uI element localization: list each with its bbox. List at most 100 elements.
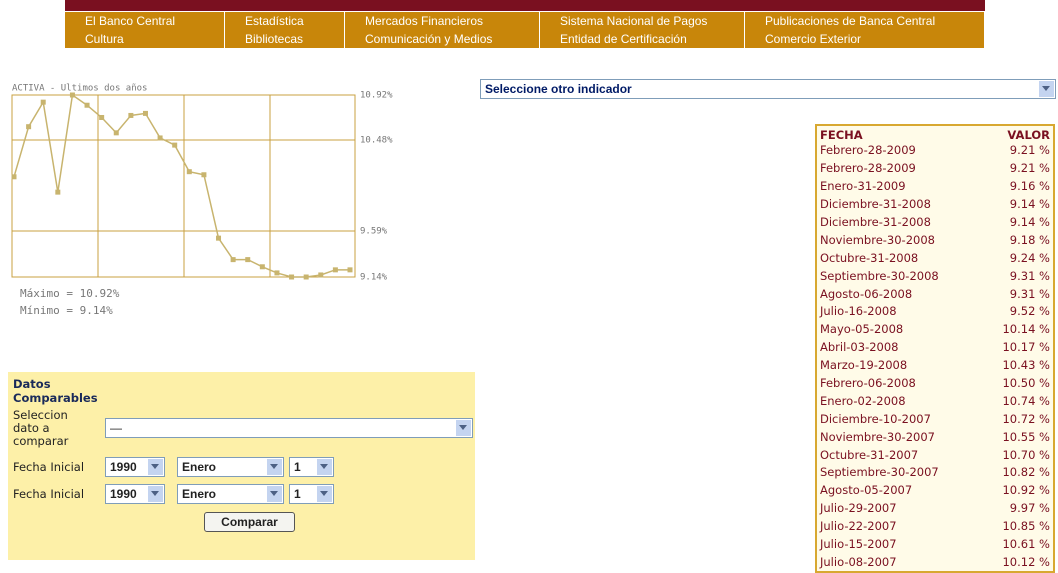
value-cell: 9.24 % xyxy=(1009,250,1050,265)
annotation: Mínimo = 9.14% xyxy=(20,304,113,317)
table-row: Abril-03-2008 10.17 % xyxy=(816,339,1054,357)
series-line xyxy=(13,93,350,278)
select-text: 1990 xyxy=(110,487,137,501)
point xyxy=(259,264,265,270)
menu-item[interactable]: Cultura xyxy=(65,30,225,48)
year-select[interactable]: 1990 xyxy=(105,457,165,477)
table-row: Julio-22-2007 10.85 % xyxy=(816,518,1054,536)
date-label: Fecha Inicial xyxy=(13,460,85,474)
point xyxy=(274,270,280,276)
table-row: Noviembre-30-2007 10.55 % xyxy=(816,428,1054,446)
point xyxy=(332,267,338,273)
header-cell: VALOR xyxy=(1007,128,1050,142)
menu-item[interactable]: Publicaciones de Banca Central xyxy=(745,12,985,30)
table-row: Enero-31-2009 9.16 % xyxy=(816,178,1054,196)
menu-item[interactable]: El Banco Central xyxy=(65,12,225,30)
value-cell: 9.97 % xyxy=(1009,501,1050,516)
value-cell: 10.17 % xyxy=(1002,340,1050,355)
month-select[interactable]: Enero xyxy=(177,457,284,477)
point xyxy=(69,92,75,98)
date-cell: Marzo-19-2008 xyxy=(820,358,908,373)
menu-item[interactable]: Sistema Nacional de Pagos xyxy=(540,12,745,30)
value-cell: 9.14 % xyxy=(1009,215,1050,229)
table-row: Febrero-06-2008 10.50 % xyxy=(816,375,1054,393)
menu-item[interactable]: Entidad de Certificación xyxy=(540,30,745,48)
menu-item[interactable]: Comercio Exterior xyxy=(745,30,985,48)
date-cell: Julio-16-2008 xyxy=(820,304,897,319)
value-cell: 10.92 % xyxy=(1002,483,1050,498)
arrow xyxy=(270,464,278,469)
compare-select[interactable]: — xyxy=(105,418,473,438)
y-tick-label: 10.92% xyxy=(360,91,393,101)
table-row: Julio-16-2008 9.52 % xyxy=(816,303,1054,321)
form-title: Datos Comparables xyxy=(13,377,98,405)
menu-item[interactable]: Bibliotecas xyxy=(225,30,345,48)
table-row: Febrero-28-2009 9.21 % xyxy=(816,142,1054,160)
y-tick-label: 9.59% xyxy=(360,226,388,236)
table-row: Mayo-05-2008 10.14 % xyxy=(816,321,1054,339)
table-row: Diciembre-10-2007 10.72 % xyxy=(816,410,1054,428)
top-bar xyxy=(65,0,985,11)
table-row: Septiembre-30-2007 10.82 % xyxy=(816,464,1054,482)
point xyxy=(245,257,251,263)
point xyxy=(186,169,192,175)
select-text: — xyxy=(110,421,122,435)
day-select[interactable]: 1 xyxy=(289,484,334,504)
date-cell: Noviembre-30-2007 xyxy=(820,429,935,444)
value-cell: 10.43 % xyxy=(1002,358,1050,373)
table-row: Agosto-05-2007 10.92 % xyxy=(816,482,1054,500)
point xyxy=(216,235,222,241)
table-row: Febrero-28-2009 9.21 % xyxy=(816,160,1054,178)
table-row: Diciembre-31-2008 9.14 % xyxy=(816,214,1054,232)
select-text: Seleccione otro indicador xyxy=(485,82,632,96)
point xyxy=(172,142,178,148)
header-row: FECHA VALOR xyxy=(816,125,1054,142)
value-cell: 10.55 % xyxy=(1002,429,1050,444)
date-cell: Febrero-28-2009 xyxy=(820,143,916,158)
date-cell: Enero-02-2008 xyxy=(820,393,906,408)
date-cell: Julio-15-2007 xyxy=(820,537,897,552)
date-cell: Diciembre-31-2008 xyxy=(820,197,931,212)
date-cell: Agosto-05-2007 xyxy=(820,483,913,498)
point xyxy=(128,112,134,118)
date-label: Fecha Inicial xyxy=(13,487,85,501)
point xyxy=(303,274,309,280)
value-cell: 10.72 % xyxy=(1002,411,1050,426)
point xyxy=(55,189,61,195)
value-cell: 10.61 % xyxy=(1002,537,1050,552)
table-row: Septiembre-30-2008 9.31 % xyxy=(816,267,1054,285)
point xyxy=(99,114,105,120)
chart: ACTIVA - Ultimos dos años Máximo = 10.92… xyxy=(11,84,393,317)
date-cell: Noviembre-30-2008 xyxy=(820,232,935,247)
value-cell: 10.70 % xyxy=(1002,447,1050,462)
value-cell: 10.85 % xyxy=(1002,519,1050,534)
data-table: FECHA VALOR Febrero-28-2009 9.21 % Febrero-2… xyxy=(815,124,1055,573)
date-cell: Septiembre-30-2008 xyxy=(820,268,939,283)
compare-button[interactable]: Comparar xyxy=(204,512,295,532)
date-cell: Agosto-06-2008 xyxy=(820,286,913,301)
point xyxy=(201,172,207,178)
y-tick-label: 9.14% xyxy=(360,273,388,283)
arrow xyxy=(320,491,328,496)
table-row: Diciembre-31-2008 9.14 % xyxy=(816,196,1054,214)
table-row: Agosto-06-2008 9.31 % xyxy=(816,285,1054,303)
point xyxy=(84,102,90,108)
day-select[interactable]: 1 xyxy=(289,457,334,477)
year-select[interactable]: 1990 xyxy=(105,484,165,504)
value-cell: 10.74 % xyxy=(1002,393,1050,408)
menu-item[interactable]: Estadística xyxy=(225,12,345,30)
menu-item[interactable]: Mercados Financieros xyxy=(345,12,540,30)
value-cell: 9.31 % xyxy=(1009,286,1050,301)
date-cell: Diciembre-10-2007 xyxy=(820,411,931,426)
point xyxy=(113,130,119,136)
point xyxy=(40,99,46,105)
menu-item[interactable]: Comunicación y Medios xyxy=(345,30,540,48)
month-select[interactable]: Enero xyxy=(177,484,284,504)
point xyxy=(11,174,17,180)
indicator-select[interactable]: Seleccione otro indicador xyxy=(480,79,1056,99)
select-text: 1990 xyxy=(110,460,137,474)
date-cell: Febrero-06-2008 xyxy=(820,376,916,391)
chart-title: ACTIVA - Ultimos dos años xyxy=(12,84,147,94)
arrow xyxy=(320,464,328,469)
